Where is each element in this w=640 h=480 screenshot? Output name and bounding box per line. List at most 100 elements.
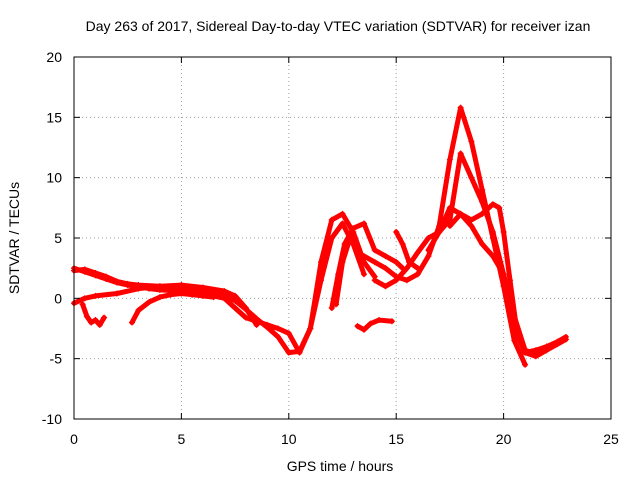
data-point	[285, 349, 292, 356]
x-tick-label: 5	[178, 431, 186, 447]
data-point	[393, 259, 400, 266]
data-point	[399, 241, 406, 248]
y-tick-label: 10	[46, 170, 62, 186]
data-point	[360, 259, 367, 266]
data-point	[554, 341, 561, 348]
series-line	[329, 225, 356, 311]
data-point	[124, 282, 131, 289]
data-point	[221, 288, 228, 295]
series-pass-12	[446, 201, 569, 360]
x-axis-label: GPS time / hours	[287, 458, 394, 474]
data-point	[275, 333, 282, 340]
data-point	[388, 318, 395, 325]
data-point	[446, 222, 453, 229]
data-point	[156, 294, 163, 301]
data-point	[511, 337, 518, 344]
data-point	[522, 349, 529, 356]
data-point	[522, 361, 529, 368]
data-point	[79, 301, 86, 308]
data-point	[81, 268, 88, 275]
data-point	[513, 325, 520, 332]
data-point	[425, 235, 432, 241]
data-point	[232, 292, 239, 299]
data-point	[414, 249, 421, 256]
y-tick-label: 0	[54, 290, 62, 306]
data-point	[543, 347, 550, 354]
data-point	[360, 253, 367, 260]
data-point	[92, 272, 99, 279]
series-line	[393, 229, 421, 271]
x-tick-label: 10	[281, 431, 297, 447]
series-line	[361, 105, 528, 368]
data-point	[425, 247, 432, 254]
data-point	[83, 313, 90, 320]
series-line	[80, 301, 107, 328]
series-pass-4	[128, 290, 217, 326]
data-point	[382, 253, 389, 260]
data-point	[371, 259, 378, 266]
data-point	[199, 292, 206, 299]
data-point	[371, 277, 378, 284]
data-point	[156, 283, 163, 290]
tick-labels: 0 5 10 15 20 25 -10 -5 0 5 10 15 20	[42, 49, 619, 447]
data-point	[479, 198, 486, 205]
data-point	[128, 319, 135, 326]
series-line	[129, 291, 217, 325]
data-point	[318, 259, 325, 266]
data-point	[339, 210, 346, 217]
x-tick-label: 25	[603, 431, 619, 447]
data-point	[335, 271, 342, 278]
data-point	[479, 186, 486, 193]
axis-ticks	[73, 56, 612, 420]
data-point	[92, 317, 99, 324]
x-tick-label: 0	[70, 431, 78, 447]
data-point	[135, 307, 142, 314]
data-point	[367, 320, 374, 327]
data-point	[406, 259, 413, 266]
data-point	[360, 220, 367, 227]
data-point	[500, 271, 507, 278]
data-point	[489, 253, 496, 260]
data-point	[562, 336, 569, 343]
data-point	[296, 349, 303, 356]
data-point	[360, 271, 367, 278]
data-point	[307, 325, 314, 332]
data-point	[489, 201, 496, 208]
data-point	[479, 210, 486, 217]
data-point	[178, 290, 185, 297]
data-point	[135, 285, 142, 292]
data-point	[232, 304, 239, 311]
data-point	[242, 314, 249, 321]
data-point	[496, 204, 503, 211]
data-point	[425, 253, 432, 260]
data-point	[221, 295, 228, 302]
data-point	[96, 321, 103, 328]
x-tick-label: 15	[388, 431, 404, 447]
data-point	[103, 276, 110, 283]
series-pass-7	[328, 225, 357, 311]
data-point	[285, 330, 292, 337]
data-point	[328, 235, 335, 241]
data-point	[371, 247, 378, 254]
series-pass-11	[425, 204, 569, 357]
data-point	[360, 326, 367, 333]
y-tick-label: 5	[54, 230, 62, 246]
data-point	[489, 228, 496, 235]
data-point	[88, 319, 95, 326]
data-series	[71, 104, 569, 368]
series-pass-2	[71, 210, 378, 356]
data-point	[457, 104, 464, 111]
data-point	[468, 222, 475, 229]
data-point	[341, 241, 348, 248]
series-pass-8	[354, 317, 395, 333]
data-point	[393, 228, 400, 235]
data-point	[113, 279, 120, 286]
series-pass-5	[79, 301, 108, 328]
series-line	[71, 211, 378, 356]
data-point	[507, 277, 514, 284]
data-point	[532, 353, 539, 360]
data-point	[81, 295, 88, 302]
data-point	[457, 150, 464, 157]
series-line	[447, 201, 569, 359]
data-point	[468, 216, 475, 223]
